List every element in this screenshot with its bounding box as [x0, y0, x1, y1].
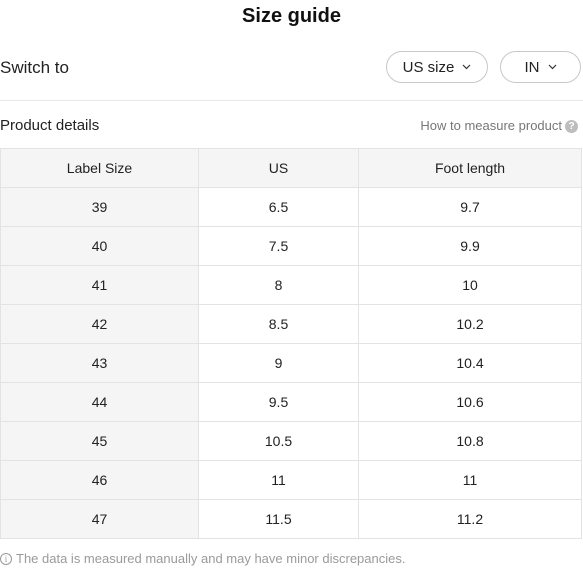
table-row: 46 11 11 — [0, 460, 582, 500]
how-to-measure-label: How to measure product — [420, 118, 562, 133]
foot-length-cell: 10 — [358, 265, 582, 305]
disclaimer-text: The data is measured manually and may ha… — [16, 551, 406, 566]
foot-length-cell: 9.9 — [358, 226, 582, 266]
table-row: 40 7.5 9.9 — [0, 226, 582, 266]
us-size-cell: 6.5 — [198, 187, 359, 227]
label-size-cell: 46 — [0, 460, 199, 500]
page-title: Size guide — [242, 5, 341, 27]
disclaimer-note: i The data is measured manually and may … — [0, 549, 405, 569]
foot-length-cell: 10.2 — [358, 304, 582, 344]
switch-label: Switch to — [0, 58, 69, 77]
size-system-select[interactable]: US size — [386, 51, 488, 83]
section-divider — [0, 100, 583, 101]
us-size-cell: 11 — [198, 460, 359, 500]
chevron-down-icon — [462, 64, 471, 70]
table-row: 39 6.5 9.7 — [0, 187, 582, 227]
table-row: 42 8.5 10.2 — [0, 304, 582, 344]
table-row: 44 9.5 10.6 — [0, 382, 582, 422]
size-table: Label Size US Foot length 39 6.5 9.7 40 … — [0, 148, 582, 539]
help-icon: ? — [565, 119, 578, 133]
table-header-row: Label Size US Foot length — [0, 148, 582, 188]
us-size-cell: 9 — [198, 343, 359, 383]
column-header-label-size: Label Size — [0, 148, 199, 188]
us-size-cell: 8 — [198, 265, 359, 305]
chevron-down-icon — [548, 64, 556, 70]
how-to-measure-link[interactable]: How to measure product ? — [420, 114, 578, 138]
label-size-cell: 47 — [0, 499, 199, 539]
table-row: 43 9 10.4 — [0, 343, 582, 383]
foot-length-cell: 9.7 — [358, 187, 582, 227]
us-size-cell: 8.5 — [198, 304, 359, 344]
label-size-cell: 39 — [0, 187, 199, 227]
table-row: 47 11.5 11.2 — [0, 499, 582, 539]
label-size-cell: 40 — [0, 226, 199, 266]
foot-length-cell: 10.4 — [358, 343, 582, 383]
foot-length-cell: 10.6 — [358, 382, 582, 422]
foot-length-cell: 10.8 — [358, 421, 582, 461]
unit-select[interactable]: IN — [500, 51, 581, 83]
column-header-us: US — [198, 148, 359, 188]
table-row: 41 8 10 — [0, 265, 582, 305]
switch-row: Switch to US size IN — [0, 50, 583, 86]
us-size-cell: 9.5 — [198, 382, 359, 422]
unit-value: IN — [524, 58, 540, 76]
foot-length-cell: 11.2 — [358, 499, 582, 539]
us-size-cell: 10.5 — [198, 421, 359, 461]
column-header-foot-length: Foot length — [358, 148, 582, 188]
label-size-cell: 43 — [0, 343, 199, 383]
label-size-cell: 42 — [0, 304, 199, 344]
product-details-row: Product details How to measure product ? — [0, 114, 583, 138]
size-system-value: US size — [402, 58, 455, 76]
product-details-title: Product details — [0, 117, 100, 134]
us-size-cell: 11.5 — [198, 499, 359, 539]
label-size-cell: 45 — [0, 421, 199, 461]
us-size-cell: 7.5 — [198, 226, 359, 266]
label-size-cell: 41 — [0, 265, 199, 305]
table-row: 45 10.5 10.8 — [0, 421, 582, 461]
label-size-cell: 44 — [0, 382, 199, 422]
foot-length-cell: 11 — [358, 460, 582, 500]
info-icon: i — [0, 553, 12, 565]
